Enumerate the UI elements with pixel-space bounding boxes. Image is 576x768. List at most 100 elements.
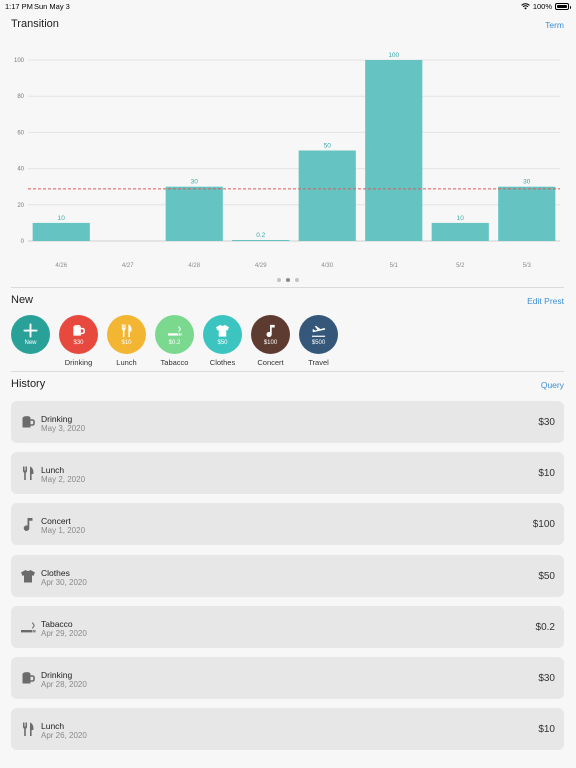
- history-date: May 3, 2020: [41, 424, 86, 433]
- preset-circle[interactable]: $0.2: [155, 315, 194, 354]
- history-row[interactable]: Lunch Apr 26, 2020 $10: [11, 708, 564, 751]
- pager-dot[interactable]: [295, 278, 299, 282]
- history-amount: $50: [538, 570, 555, 582]
- bar-value-label: 30: [523, 179, 531, 186]
- history-title: Lunch: [41, 721, 65, 732]
- concert-preset[interactable]: $100 Concert: [251, 315, 290, 367]
- plus-icon: [23, 323, 38, 338]
- preset-circle[interactable]: $30: [59, 315, 98, 354]
- term-link[interactable]: Term: [545, 20, 564, 30]
- x-tick-label: 5/2: [456, 263, 465, 269]
- chart-bar: [298, 150, 356, 241]
- status-bar: 1:17 PM Sun May 3 100%: [0, 0, 576, 12]
- pager-dot[interactable]: [286, 278, 290, 282]
- history-amount: $0.2: [535, 621, 555, 633]
- history-title: Lunch: [41, 465, 65, 476]
- preset-circle[interactable]: New: [11, 315, 50, 354]
- query-link[interactable]: Query: [540, 380, 564, 390]
- chart-bar: [232, 240, 290, 241]
- chart-bar: [32, 222, 90, 241]
- transition-chart: 0 20 40 60 80 100 10 4/26 4/27 30 4/28 0.2 4/29 50 4/3…: [14, 52, 560, 269]
- tshirt-icon: [20, 568, 36, 584]
- history-title: Drinking: [41, 669, 73, 680]
- tshirt-icon: [215, 323, 230, 338]
- music-note-icon: [263, 323, 278, 338]
- preset-circle[interactable]: $100: [251, 315, 290, 354]
- history-title: Clothes: [41, 567, 70, 578]
- history-row[interactable]: Concert May 1, 2020 $100: [11, 503, 564, 546]
- y-tick-label: 0: [21, 239, 25, 245]
- preset-label: Clothes: [209, 358, 236, 367]
- history-row[interactable]: Tabacco Apr 29, 2020 $0.2: [11, 605, 564, 648]
- lunch-preset[interactable]: $10 Lunch: [107, 315, 146, 367]
- history-date: May 1, 2020: [41, 526, 86, 536]
- edit-preset-link[interactable]: Edit Prest: [527, 296, 564, 306]
- history-title: Drinking: [41, 414, 73, 424]
- fork-knife-icon: [20, 465, 36, 481]
- preset-label: Travel: [308, 358, 329, 367]
- preset-circle[interactable]: $10: [107, 315, 146, 354]
- y-tick-label: 80: [17, 94, 24, 100]
- preset-amount: $500: [311, 340, 326, 346]
- tabacco-preset[interactable]: $0.2 Tabacco: [155, 315, 194, 367]
- music-note-icon: [20, 516, 36, 532]
- history-row[interactable]: Lunch May 2, 2020 $10: [11, 452, 564, 495]
- pager-dot[interactable]: [277, 278, 281, 282]
- preset-amount: $0.2: [168, 340, 181, 346]
- bar-value-label: 10: [457, 215, 465, 222]
- preset-amount: $50: [217, 340, 228, 346]
- x-tick-label: 5/3: [523, 263, 532, 269]
- history-amount: $10: [538, 724, 555, 736]
- preset-amount: $100: [263, 340, 278, 346]
- chart-bar: [165, 186, 223, 241]
- cigarette-icon: [20, 619, 36, 635]
- preset-circle[interactable]: $50: [203, 315, 242, 354]
- status-time: 1:17 PM: [5, 2, 33, 11]
- travel-preset[interactable]: $500 Travel: [299, 315, 338, 367]
- fork-knife-icon: [20, 721, 36, 737]
- bar-value-label: 10: [58, 215, 66, 222]
- history-row[interactable]: Drinking May 3, 2020 $30: [11, 401, 564, 443]
- mug-icon: [20, 670, 36, 686]
- clothes-preset[interactable]: $50 Clothes: [203, 315, 242, 367]
- history-amount: $30: [538, 672, 555, 684]
- divider-history: [11, 371, 564, 372]
- y-tick-label: 20: [17, 203, 24, 209]
- x-tick-label: 4/28: [188, 263, 200, 269]
- preset-circle[interactable]: $500: [299, 315, 338, 354]
- x-tick-label: 5/1: [390, 263, 399, 269]
- history-row[interactable]: Clothes Apr 30, 2020 $50: [11, 554, 564, 597]
- preset-label: Concert: [257, 358, 284, 367]
- preset-amount: $30: [73, 340, 84, 346]
- history-amount: $10: [538, 468, 555, 480]
- battery-percent: 100%: [532, 2, 552, 11]
- chart-pager[interactable]: [0, 278, 576, 282]
- preset-label: Tabacco: [160, 358, 189, 367]
- history-row[interactable]: Drinking Apr 28, 2020 $30: [11, 656, 564, 699]
- chart-bar: [431, 222, 489, 241]
- history-date: Apr 28, 2020: [41, 679, 87, 689]
- preset-amount: $10: [121, 340, 132, 346]
- history-title: History: [11, 378, 46, 390]
- history-date: Apr 26, 2020: [41, 731, 87, 741]
- y-tick-label: 100: [14, 58, 25, 64]
- mug-icon: [71, 323, 86, 338]
- wifi-icon: [521, 3, 530, 10]
- x-tick-label: 4/26: [55, 263, 67, 269]
- battery-fill: [557, 5, 567, 8]
- history-list: Drinking May 3, 2020 $30 Lunch May 2, 2020 $1…: [11, 401, 564, 759]
- battery-icon: [555, 3, 571, 10]
- history-date: Apr 30, 2020: [41, 577, 87, 587]
- airplane-icon: [311, 323, 326, 338]
- bar-value-label: 100: [388, 52, 399, 59]
- divider-new: [11, 287, 564, 288]
- new-preset[interactable]: New: [11, 315, 50, 367]
- x-tick-label: 4/30: [321, 263, 333, 269]
- drinking-preset[interactable]: $30 Drinking: [59, 315, 98, 367]
- status-right: 100%: [521, 2, 571, 11]
- preset-label: Drinking: [64, 358, 93, 367]
- status-date: Sun May 3: [34, 2, 70, 11]
- chart-bar: [365, 60, 423, 241]
- preset-amount: New: [24, 340, 37, 346]
- cigarette-icon: [167, 323, 182, 338]
